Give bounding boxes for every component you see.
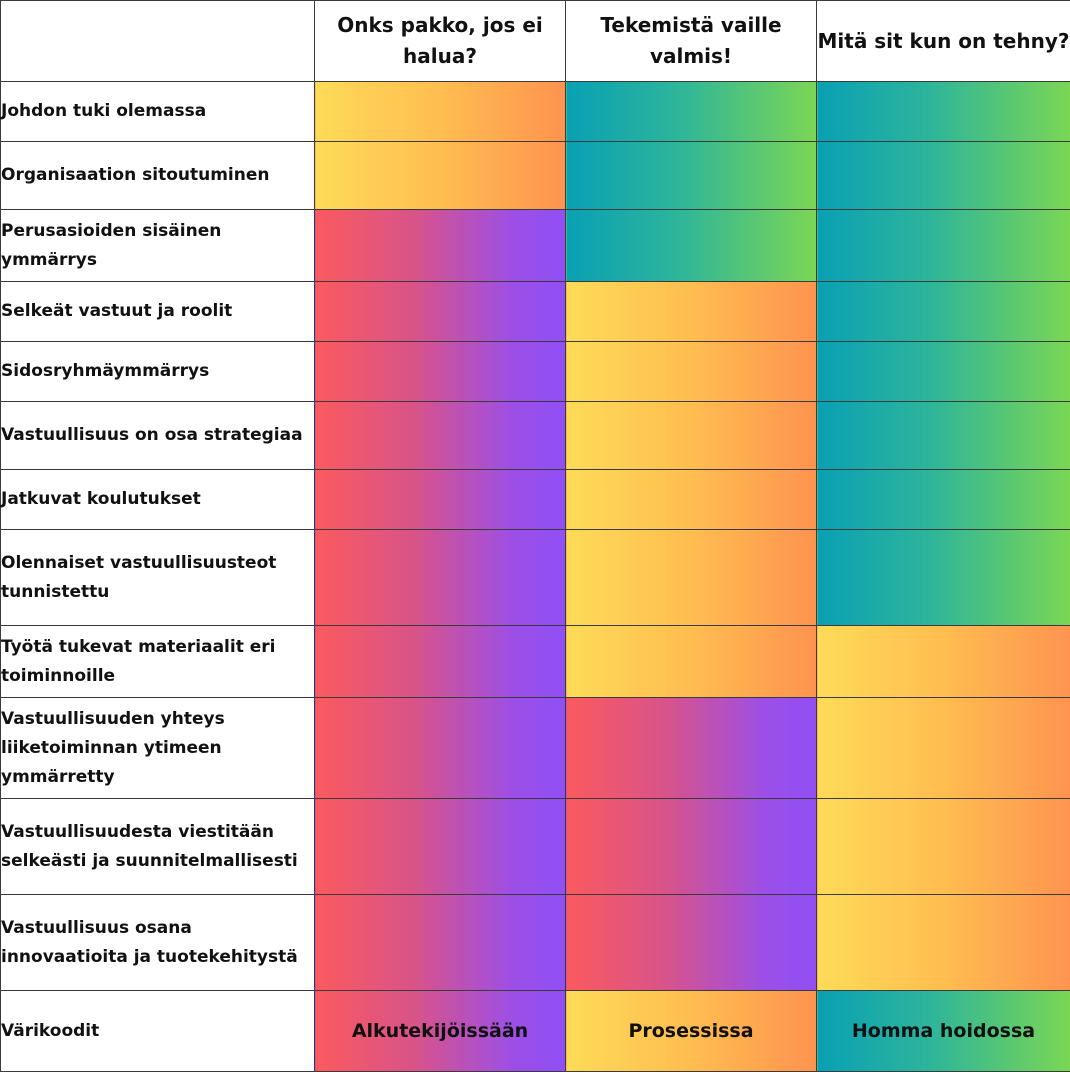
status-cell-yellow — [315, 82, 566, 142]
status-cell-green — [817, 530, 1070, 626]
table-row: Jatkuvat koulutukset — [1, 470, 1070, 530]
status-cell-red — [566, 799, 817, 895]
row-label: Vastuullisuudesta viestitään selkeästi j… — [1, 799, 315, 895]
status-cell-green — [817, 402, 1070, 470]
row-label: Jatkuvat koulutukset — [1, 470, 315, 530]
legend-title: Värikoodit — [1, 991, 315, 1072]
row-label: Olennaiset vastuullisuusteot tunnistettu — [1, 530, 315, 626]
table-row: Organisaation sitoutuminen — [1, 142, 1070, 210]
status-cell-green — [566, 142, 817, 210]
corner-cell — [1, 1, 315, 82]
table-row: Vastuullisuudesta viestitään selkeästi j… — [1, 799, 1070, 895]
status-cell-green — [817, 142, 1070, 210]
table-row: Selkeät vastuut ja roolit — [1, 282, 1070, 342]
status-cell-yellow — [566, 342, 817, 402]
row-label: Työtä tukevat materiaalit eri toiminnoil… — [1, 626, 315, 698]
legend-row: Värikoodit Alkutekijöissään Prosessissa … — [1, 991, 1070, 1072]
status-cell-green — [566, 210, 817, 282]
row-label: Selkeät vastuut ja roolit — [1, 282, 315, 342]
status-cell-yellow — [566, 530, 817, 626]
status-cell-red — [315, 210, 566, 282]
status-cell-red — [315, 342, 566, 402]
status-cell-green — [817, 210, 1070, 282]
status-cell-red — [566, 698, 817, 799]
row-label: Vastuullisuus on osa strategiaa — [1, 402, 315, 470]
status-cell-green — [817, 470, 1070, 530]
row-label: Johdon tuki olemassa — [1, 82, 315, 142]
status-cell-yellow — [817, 698, 1070, 799]
status-cell-green — [817, 342, 1070, 402]
row-label: Vastuullisuuden yhteys liiketoiminnan yt… — [1, 698, 315, 799]
status-cell-yellow — [817, 626, 1070, 698]
table-row: Vastuullisuus on osa strategiaa — [1, 402, 1070, 470]
status-cell-yellow — [566, 402, 817, 470]
status-cell-red — [315, 402, 566, 470]
table-row: Sidosryhmäymmärrys — [1, 342, 1070, 402]
table-row: Vastuullisuuden yhteys liiketoiminnan yt… — [1, 698, 1070, 799]
legend-item-yellow: Prosessissa — [566, 991, 817, 1072]
status-cell-red — [315, 470, 566, 530]
status-cell-yellow — [566, 626, 817, 698]
table-row: Työtä tukevat materiaalit eri toiminnoil… — [1, 626, 1070, 698]
status-cell-red — [315, 698, 566, 799]
status-cell-yellow — [817, 799, 1070, 895]
row-label: Sidosryhmäymmärrys — [1, 342, 315, 402]
column-header-3: Mitä sit kun on tehny? — [817, 1, 1070, 82]
row-label: Vastuullisuus osana innovaatioita ja tuo… — [1, 895, 315, 991]
table-row: Johdon tuki olemassa — [1, 82, 1070, 142]
legend-item-red: Alkutekijöissään — [315, 991, 566, 1072]
row-label: Perusasioiden sisäinen ymmärrys — [1, 210, 315, 282]
table-row: Vastuullisuus osana innovaatioita ja tuo… — [1, 895, 1070, 991]
status-cell-red — [566, 895, 817, 991]
status-cell-green — [817, 282, 1070, 342]
status-cell-red — [315, 282, 566, 342]
status-cell-red — [315, 626, 566, 698]
header-row: Onks pakko, jos ei halua? Tekemistä vail… — [1, 1, 1070, 82]
status-cell-yellow — [566, 282, 817, 342]
legend-item-green: Homma hoidossa — [817, 991, 1070, 1072]
table-row: Perusasioiden sisäinen ymmärrys — [1, 210, 1070, 282]
status-cell-yellow — [315, 142, 566, 210]
status-cell-red — [315, 530, 566, 626]
status-cell-green — [566, 82, 817, 142]
column-header-1: Onks pakko, jos ei halua? — [315, 1, 566, 82]
status-cell-yellow — [566, 470, 817, 530]
status-cell-red — [315, 895, 566, 991]
status-cell-red — [315, 799, 566, 895]
table-row: Olennaiset vastuullisuusteot tunnistettu — [1, 530, 1070, 626]
column-header-2: Tekemistä vaille valmis! — [566, 1, 817, 82]
row-label: Organisaation sitoutuminen — [1, 142, 315, 210]
status-cell-green — [817, 82, 1070, 142]
status-cell-yellow — [817, 895, 1070, 991]
